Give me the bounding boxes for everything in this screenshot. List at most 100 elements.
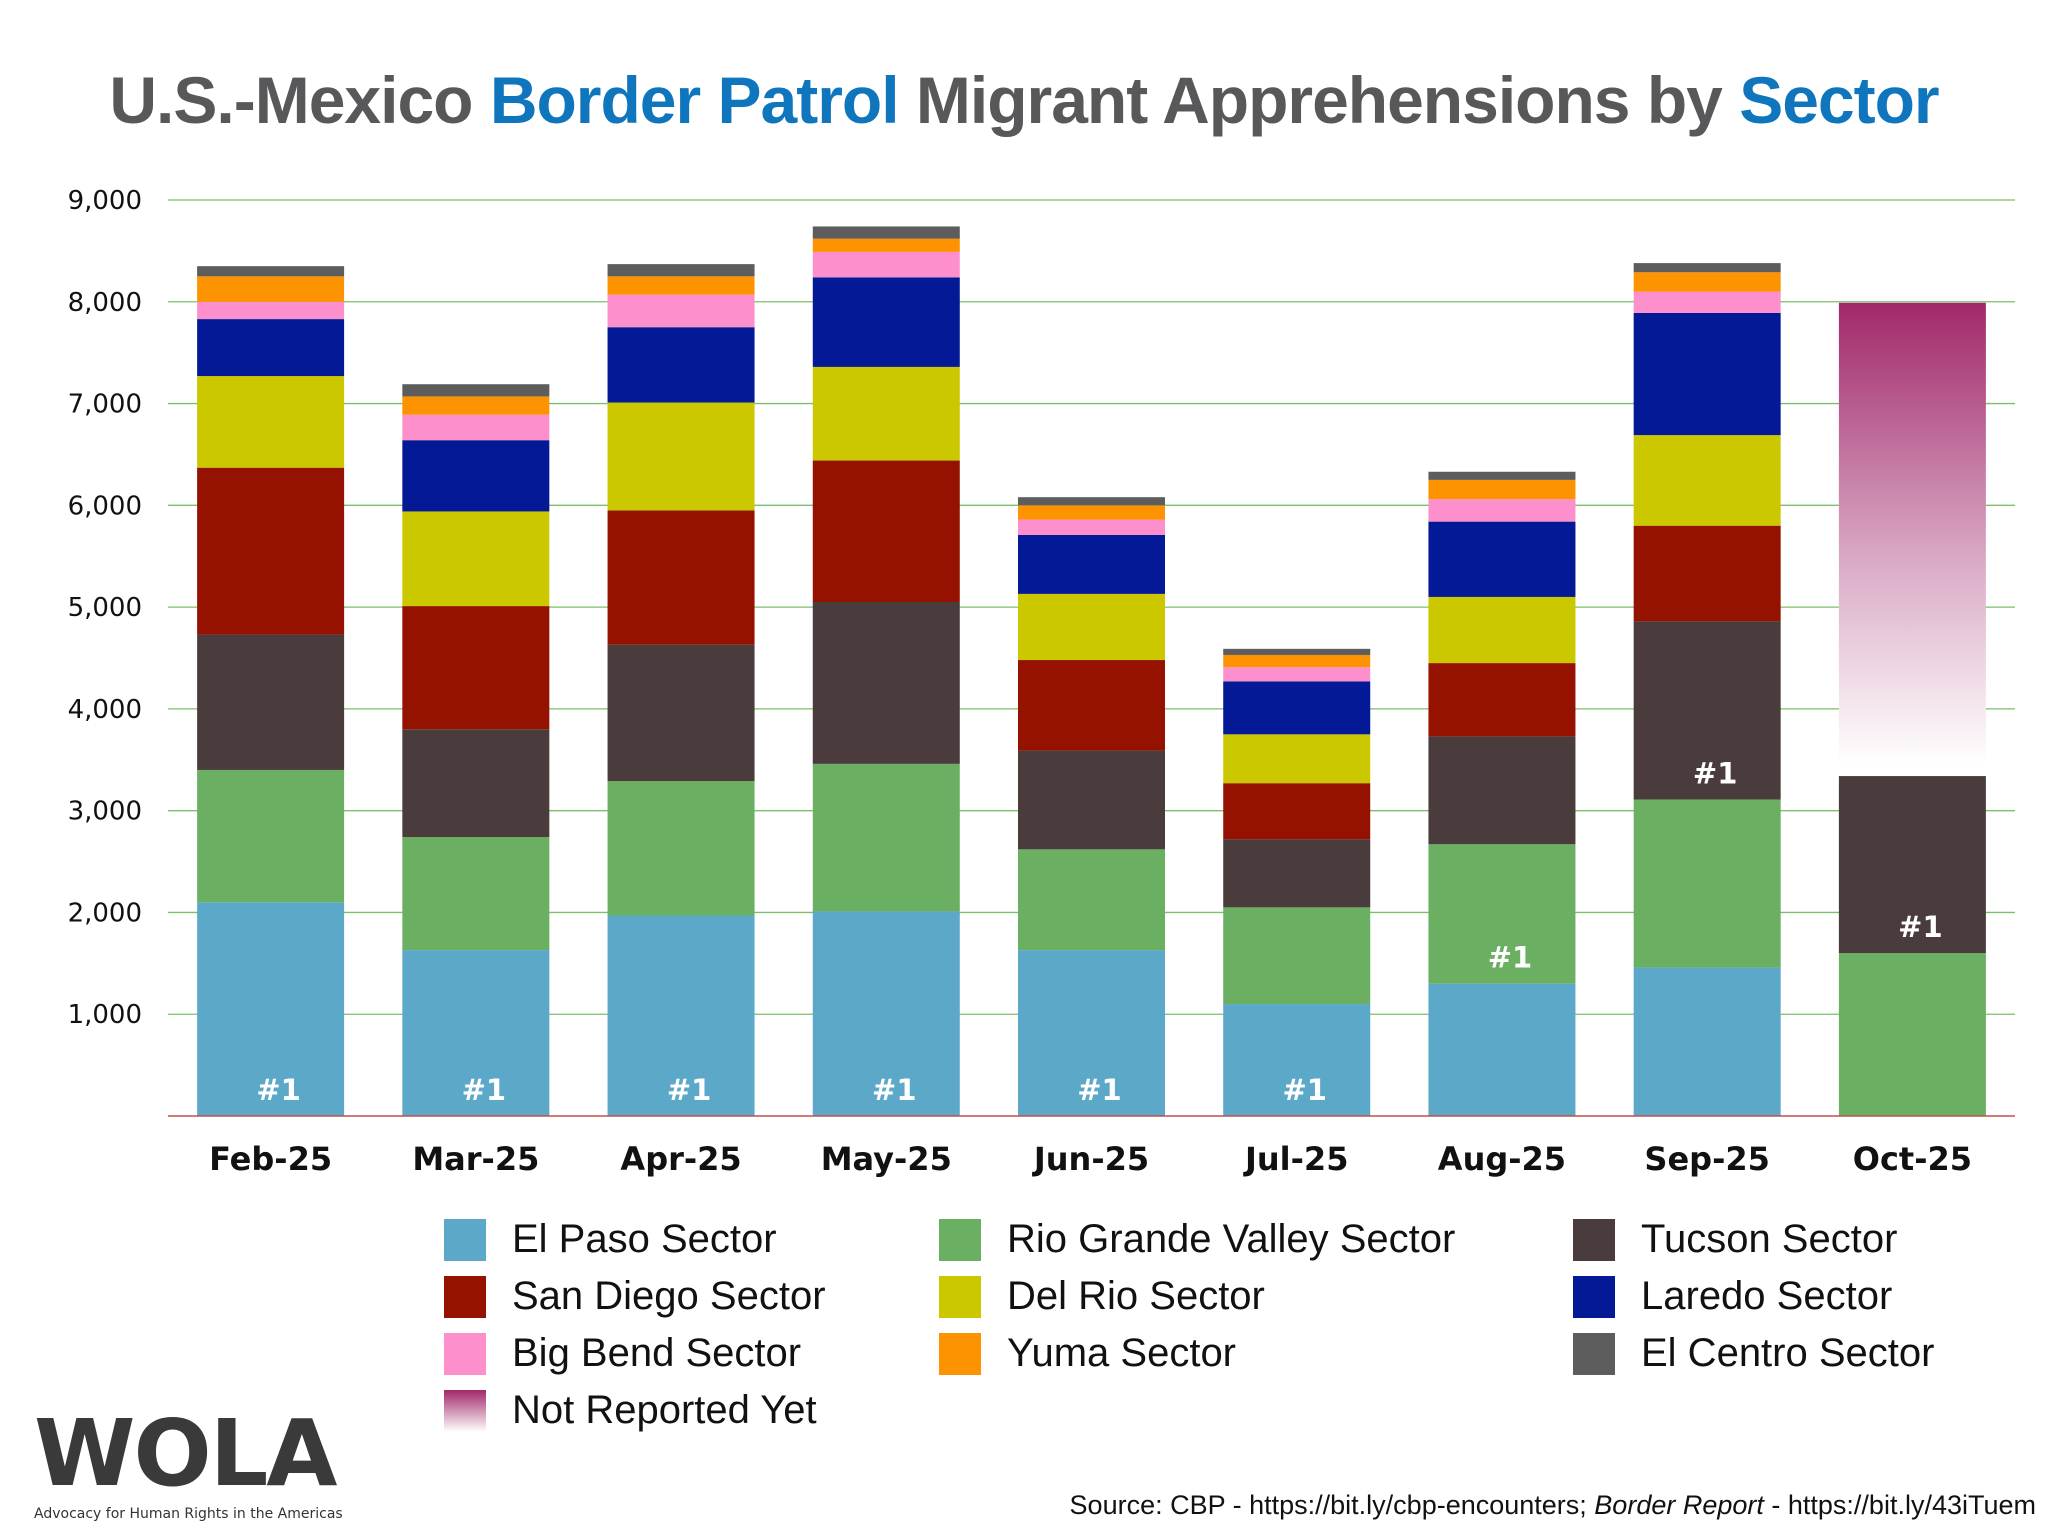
bar-segment bbox=[1428, 596, 1576, 664]
bar-segment bbox=[1633, 621, 1781, 800]
bar-segment bbox=[1633, 312, 1781, 436]
bar-segment bbox=[1838, 302, 1986, 765]
x-tick-label: Jun-25 bbox=[1032, 1140, 1149, 1178]
y-tick-label: 8,000 bbox=[68, 288, 142, 318]
legend-swatch bbox=[444, 1275, 486, 1318]
legend-swatch bbox=[939, 1275, 981, 1318]
bar-segment bbox=[1633, 263, 1781, 273]
bar-segment bbox=[1428, 663, 1576, 737]
bar-segment bbox=[812, 277, 960, 367]
bar-segment bbox=[1428, 736, 1576, 845]
logo-word: WOLA bbox=[34, 1400, 338, 1507]
bar-segment bbox=[1428, 471, 1576, 480]
legend-item: Tucson Sector bbox=[1573, 1217, 1897, 1262]
rank-label: #1 bbox=[1488, 941, 1532, 975]
y-tick-label: 4,000 bbox=[68, 695, 142, 725]
legend-item: Laredo Sector bbox=[1573, 1274, 1892, 1319]
rank-label: #1 bbox=[667, 1073, 711, 1107]
legend-swatch bbox=[444, 1389, 486, 1432]
legend-label: Yuma Sector bbox=[1007, 1331, 1237, 1375]
bar-segment bbox=[607, 327, 755, 403]
bar-segment bbox=[607, 264, 755, 277]
y-tick-label: 9,000 bbox=[68, 186, 142, 216]
bar-segment bbox=[1223, 839, 1371, 908]
source-suffix: - https://bit.ly/43iTuem bbox=[1763, 1490, 2036, 1520]
y-tick-label: 5,000 bbox=[68, 593, 142, 623]
y-tick-label: 3,000 bbox=[68, 797, 142, 827]
bar-segment bbox=[402, 729, 550, 838]
legend-swatch bbox=[1573, 1218, 1615, 1261]
rank-label: #1 bbox=[462, 1073, 506, 1107]
legend-label: Del Rio Sector bbox=[1007, 1274, 1265, 1318]
rank-label: #1 bbox=[256, 1073, 300, 1107]
bar-segment bbox=[402, 950, 550, 1116]
wola-logo: WOLA Advocacy for Human Rights in the Am… bbox=[34, 1400, 343, 1523]
bar-segment bbox=[402, 511, 550, 607]
source-prefix: Source: CBP - https://bit.ly/cbp-encount… bbox=[1069, 1490, 1595, 1520]
logo-tagline: Advocacy for Human Rights in the America… bbox=[34, 1506, 343, 1522]
bar-segment bbox=[1223, 783, 1371, 840]
legend-swatch bbox=[939, 1218, 981, 1261]
bar-segment bbox=[1018, 497, 1165, 506]
legend-item: Yuma Sector bbox=[939, 1331, 1236, 1376]
bar-segment bbox=[1838, 953, 1986, 1116]
source-note: Source: CBP - https://bit.ly/cbp-encount… bbox=[1070, 1490, 2036, 1521]
bar-segment bbox=[402, 414, 550, 441]
bar-segment bbox=[1633, 967, 1781, 1116]
legend-label: El Centro Sector bbox=[1641, 1331, 1935, 1375]
legend-item: Not Reported Yet bbox=[444, 1388, 817, 1433]
x-tick-label: Mar-25 bbox=[412, 1140, 539, 1178]
bar-segment bbox=[1018, 849, 1165, 951]
bar-segment bbox=[1018, 505, 1165, 520]
bar-segment bbox=[1428, 479, 1576, 500]
x-tick-label: Sep-25 bbox=[1644, 1140, 1769, 1178]
bar-segment bbox=[1223, 654, 1371, 668]
x-tick-label: Oct-25 bbox=[1853, 1140, 1972, 1178]
bar-segment bbox=[1223, 1004, 1371, 1116]
bar-segment bbox=[1838, 776, 1986, 954]
bar-segment bbox=[402, 384, 550, 397]
bar-segment bbox=[197, 276, 345, 302]
legend-label: Not Reported Yet bbox=[512, 1388, 817, 1432]
bar-segment bbox=[197, 902, 345, 1116]
legend-item: Big Bend Sector bbox=[444, 1331, 801, 1376]
bar-segment bbox=[1018, 750, 1165, 850]
stacked-bar-chart: 1,000 2,000 3,000 4,000 5,000 6,000 7,000 8,000… bbox=[68, 186, 2015, 1178]
bar-segment bbox=[607, 294, 755, 328]
rank-label: #1 bbox=[1282, 1073, 1326, 1107]
bar-segment bbox=[1633, 525, 1781, 622]
bar-segment bbox=[1428, 499, 1576, 522]
y-tick-label: 1,000 bbox=[68, 1000, 142, 1030]
legend-label: San Diego Sector bbox=[512, 1274, 826, 1318]
legend-swatch bbox=[1573, 1332, 1615, 1375]
bar-segment bbox=[607, 781, 755, 916]
legend-item: El Paso Sector bbox=[444, 1217, 777, 1262]
bar-segment bbox=[607, 402, 755, 511]
x-tick-label: May-25 bbox=[821, 1140, 952, 1178]
bar-segment bbox=[1633, 435, 1781, 526]
bar-segment bbox=[812, 763, 960, 912]
bar-segment bbox=[812, 366, 960, 461]
legend-swatch bbox=[939, 1332, 981, 1375]
legend-label: Laredo Sector bbox=[1641, 1274, 1893, 1318]
bar-segment bbox=[812, 460, 960, 603]
legend-label: El Paso Sector bbox=[512, 1217, 777, 1261]
legend-label: Tucson Sector bbox=[1641, 1217, 1898, 1261]
bar-segment bbox=[607, 644, 755, 782]
bar-segment bbox=[197, 467, 345, 635]
bar-segment bbox=[812, 911, 960, 1116]
chart-title: U.S.-Mexico Border Patrol Migrant Appreh… bbox=[0, 62, 2048, 138]
x-tick-label: Feb-25 bbox=[209, 1140, 332, 1178]
bar-segment bbox=[812, 602, 960, 764]
legend-item: Rio Grande Valley Sector bbox=[939, 1217, 1455, 1262]
bar-segment bbox=[607, 915, 755, 1116]
bar-segment bbox=[1018, 534, 1165, 594]
bar-segment bbox=[197, 769, 345, 903]
y-tick-label: 2,000 bbox=[68, 898, 142, 928]
source-italic: Border Report bbox=[1594, 1490, 1764, 1520]
bar-segment bbox=[1223, 667, 1371, 682]
bar-segment bbox=[197, 319, 345, 377]
legend-swatch bbox=[1573, 1275, 1615, 1318]
bar-segment bbox=[1223, 734, 1371, 784]
rank-label: #1 bbox=[1898, 910, 1942, 944]
